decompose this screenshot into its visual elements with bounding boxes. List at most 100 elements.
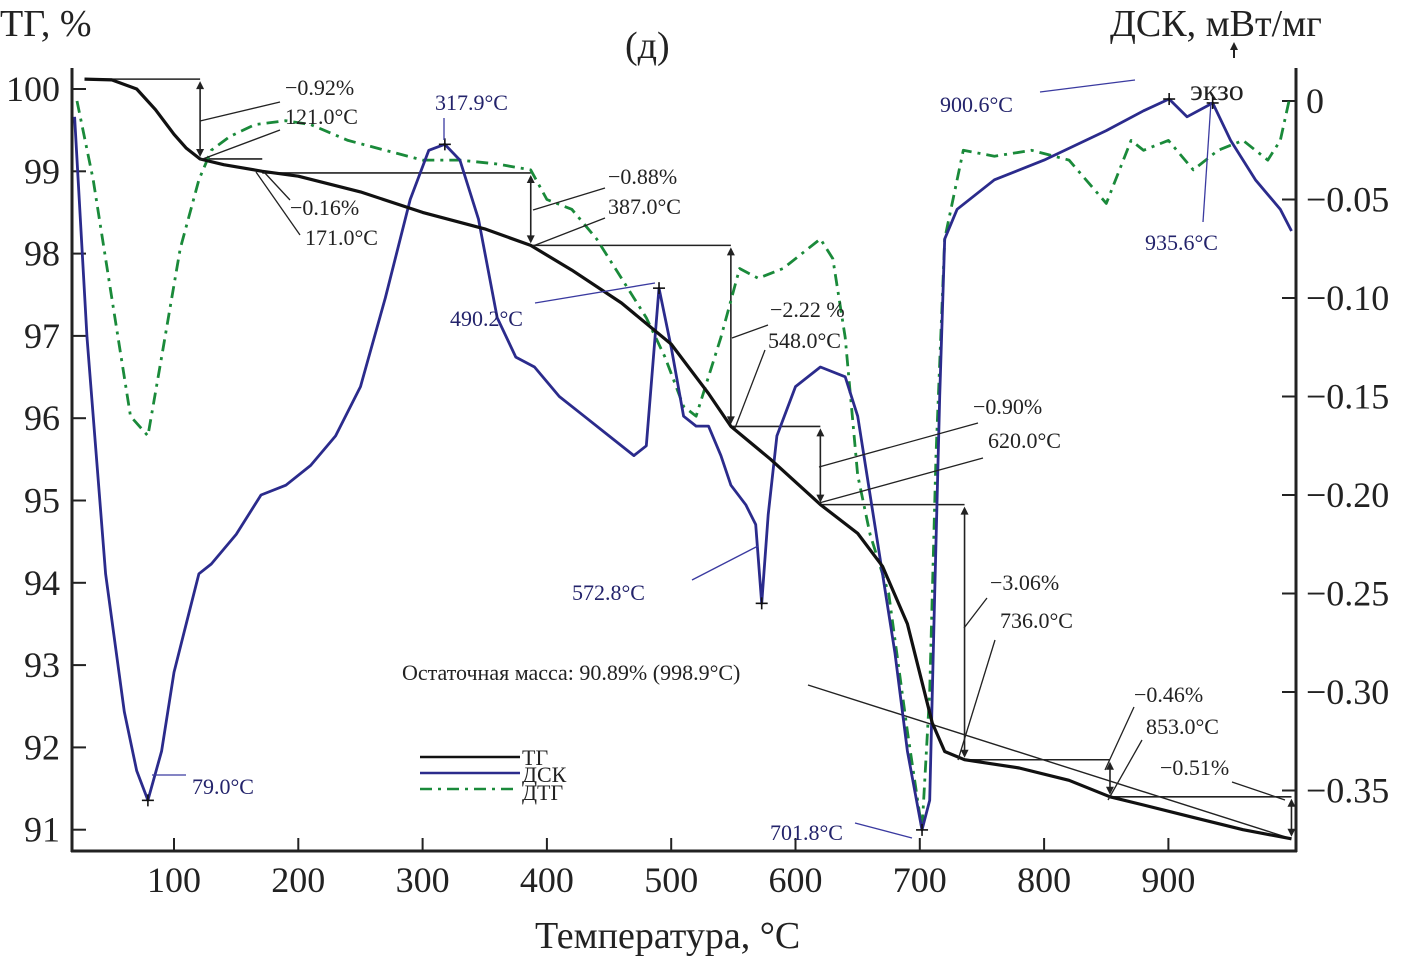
annotation-leader bbox=[734, 349, 766, 429]
annotation-label: −0.51% bbox=[1160, 755, 1229, 780]
annotation-label: Остаточная масса: 90.89% (998.9°C) bbox=[402, 660, 740, 685]
x-tick-label: 300 bbox=[396, 860, 450, 900]
y-left-tick-label: 95 bbox=[24, 481, 60, 521]
legend: ТГ ДСК ДТГ bbox=[420, 745, 567, 805]
annotation-label: 387.0°C bbox=[608, 194, 681, 219]
residual-mass-leader bbox=[807, 684, 1292, 840]
annotation-label: 935.6°C bbox=[1145, 230, 1218, 255]
annotation-leader bbox=[854, 822, 913, 839]
chart-title: (д) bbox=[625, 25, 670, 67]
x-tick-label: 200 bbox=[271, 860, 325, 900]
dsc-peak-marker bbox=[755, 597, 768, 610]
annotation-leader bbox=[1107, 739, 1143, 801]
y-left-tick-label: 100 bbox=[6, 69, 60, 109]
x-tick-label: 600 bbox=[769, 860, 823, 900]
annotation-leader bbox=[199, 129, 281, 161]
annotation-label: −3.06% bbox=[990, 570, 1059, 595]
annotation-leader bbox=[532, 217, 606, 247]
step-double-arrow bbox=[816, 428, 825, 503]
step-double-arrow bbox=[196, 81, 205, 157]
y-left-tick-label: 91 bbox=[24, 810, 60, 850]
series-layer bbox=[73, 77, 1293, 841]
legend-label-dtg: ДТГ bbox=[522, 780, 563, 805]
annotation-label: 620.0°C bbox=[988, 428, 1061, 453]
dsc-series-line bbox=[73, 97, 1293, 832]
y-right-tick-label: 0 bbox=[1306, 81, 1324, 121]
annotation-label: 853.0°C bbox=[1146, 714, 1219, 739]
ticks-layer: 100 200 300 400 500 600 700 800 900 100 99 98 97 96 95… bbox=[6, 69, 1389, 900]
exo-arrow-icon bbox=[1230, 42, 1238, 58]
annotation-leader bbox=[255, 171, 301, 236]
y-right-tick-label: −0.25 bbox=[1306, 574, 1389, 614]
y-right-tick-label: −0.30 bbox=[1306, 672, 1389, 712]
annotation-label: 490.2°C bbox=[450, 306, 523, 331]
legend-label-dsc: ДСК bbox=[522, 762, 567, 787]
y-left-tick-label: 97 bbox=[24, 316, 60, 356]
annotation-label: −0.88% bbox=[608, 164, 677, 189]
step-double-arrow bbox=[1105, 761, 1114, 795]
annotation-label: 121.0°C bbox=[285, 104, 358, 129]
annotation-label: −0.16% bbox=[290, 195, 359, 220]
y-right-tick-label: −0.15 bbox=[1306, 377, 1389, 417]
x-tick-label: 500 bbox=[644, 860, 698, 900]
x-tick-label: 400 bbox=[520, 860, 574, 900]
annotation-leader bbox=[1231, 781, 1286, 801]
x-tick-label: 800 bbox=[1017, 860, 1071, 900]
annotation-label: 900.6°C bbox=[940, 92, 1013, 117]
y-left-tick-label: 94 bbox=[24, 563, 60, 603]
annotation-label: 79.0°C bbox=[192, 774, 254, 799]
x-tick-label: 700 bbox=[893, 860, 947, 900]
annotations-layer: −0.92% 121.0°C −0.16% 171.0°C 317.9°C −0.88% 3… bbox=[152, 75, 1286, 845]
annotation-leader bbox=[731, 324, 769, 339]
annotation-label: 317.9°C bbox=[435, 90, 508, 115]
dtg-series-line bbox=[75, 100, 1291, 832]
step-double-arrow bbox=[726, 247, 735, 425]
step-double-arrow bbox=[1287, 798, 1296, 837]
dsc-peak-marker bbox=[653, 282, 666, 295]
y-right-tick-label: −0.20 bbox=[1306, 475, 1389, 515]
annotation-leader bbox=[957, 639, 996, 761]
annotation-leader bbox=[1039, 79, 1136, 93]
annotation-label: −2.22 % bbox=[770, 297, 845, 322]
exo-label: экзо bbox=[1190, 74, 1244, 107]
y-left-tick-label: 93 bbox=[24, 645, 60, 685]
annotation-label: −0.46% bbox=[1134, 682, 1203, 707]
y-left-tick-label: 98 bbox=[24, 234, 60, 274]
annotation-label: 171.0°C bbox=[305, 225, 378, 250]
annotation-leader bbox=[691, 545, 759, 581]
annotation-leader bbox=[1104, 706, 1135, 771]
annotation-label: −0.92% bbox=[285, 75, 354, 100]
annotation-leader bbox=[263, 171, 291, 201]
annotation-leader bbox=[534, 282, 656, 304]
dsc-peak-marker bbox=[141, 794, 154, 807]
left-axis-title: ТГ, % bbox=[0, 3, 92, 45]
annotation-label: 701.8°C bbox=[770, 820, 843, 845]
x-axis-title: Температура, °C bbox=[535, 915, 800, 957]
step-double-arrow bbox=[526, 174, 535, 244]
annotation-label: 736.0°C bbox=[1000, 608, 1073, 633]
annotation-leader bbox=[818, 457, 984, 504]
y-left-tick-label: 92 bbox=[24, 727, 60, 767]
step-guides-layer bbox=[84, 78, 1296, 840]
legend-label-tg: ТГ bbox=[522, 745, 548, 770]
y-right-tick-label: −0.35 bbox=[1306, 771, 1389, 811]
right-axis-title: ДСК, мВт/мг bbox=[1110, 3, 1322, 45]
y-right-tick-label: −0.05 bbox=[1306, 180, 1389, 220]
x-tick-label: 900 bbox=[1141, 860, 1195, 900]
dsc-peak-marker bbox=[438, 138, 451, 151]
y-left-tick-label: 99 bbox=[24, 151, 60, 191]
annotation-label: −0.90% bbox=[973, 394, 1042, 419]
dsc-peak-marker bbox=[916, 823, 929, 836]
tg-series-line bbox=[84, 77, 1292, 841]
annotation-leader bbox=[818, 422, 979, 468]
y-right-tick-label: −0.10 bbox=[1306, 278, 1389, 318]
x-tick-label: 100 bbox=[147, 860, 201, 900]
dsc-peak-marker bbox=[1163, 93, 1176, 106]
dsc-peak-marker bbox=[1206, 96, 1219, 109]
annotation-label: 548.0°C bbox=[768, 328, 841, 353]
step-double-arrow bbox=[960, 506, 969, 758]
annotation-leader bbox=[199, 101, 281, 122]
annotation-leader bbox=[963, 597, 988, 629]
y-left-tick-label: 96 bbox=[24, 398, 60, 438]
annotation-leader bbox=[1202, 101, 1212, 223]
